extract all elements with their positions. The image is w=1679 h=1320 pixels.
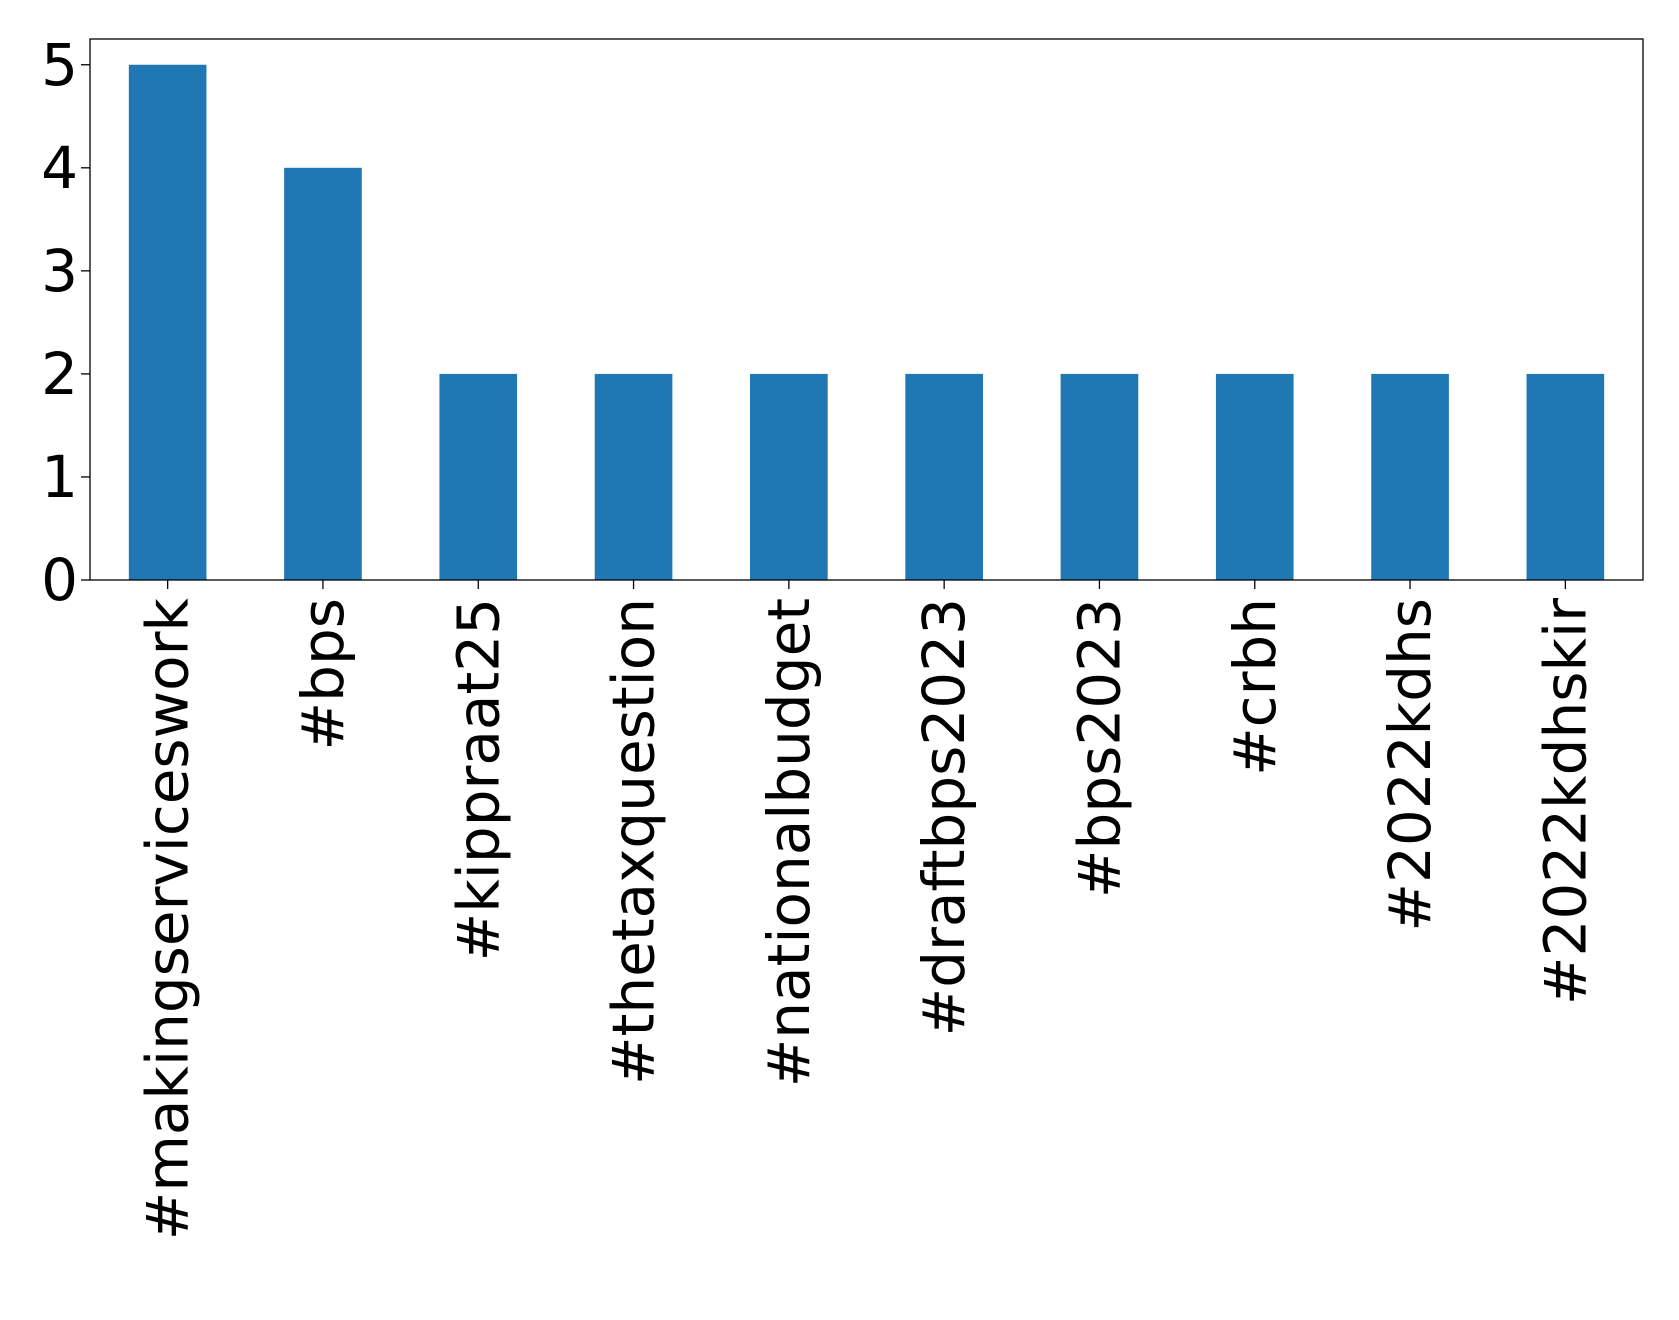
x-tick-label-2: #kippraat25: [444, 598, 512, 961]
y-axis: 0 1 2 3 4 5: [41, 31, 90, 614]
x-axis: #makingserviceswork #bps #kippraat25 #theta…: [134, 580, 1599, 1241]
bar-3: [594, 373, 673, 580]
bar-1: [284, 167, 362, 581]
y-tick-label-0: 0: [41, 546, 78, 614]
y-tick-label-3: 3: [41, 237, 78, 305]
x-tick-label-8: #2022kdhs: [1376, 598, 1444, 932]
y-tick-label-4: 4: [41, 134, 78, 202]
x-tick-label-9: #2022kdhskir: [1531, 598, 1599, 1005]
x-tick-label-4: #nationalbudget: [755, 598, 823, 1087]
bar-7: [1215, 373, 1294, 580]
bars-group: [128, 64, 1605, 581]
y-tick-label-5: 5: [41, 31, 78, 99]
bar-5: [905, 373, 983, 580]
bar-4: [750, 373, 828, 580]
bar-9: [1526, 373, 1605, 580]
bar-8: [1371, 373, 1449, 580]
bar-0: [128, 64, 207, 580]
bar-6: [1060, 373, 1139, 580]
x-tick-label-3: #thetaxquestion: [600, 598, 668, 1085]
x-tick-label-0: #makingserviceswork: [134, 598, 202, 1241]
plot-frame: [89, 38, 1644, 581]
x-tick-label-6: #bps2023: [1065, 598, 1133, 898]
x-tick-label-7: #crbh: [1221, 598, 1289, 776]
y-tick-label-2: 2: [41, 340, 78, 408]
x-tick-label-1: #bps: [289, 598, 357, 750]
bar-2: [439, 373, 518, 580]
x-tick-label-5: #draftbps2023: [910, 598, 978, 1036]
y-tick-label-1: 1: [41, 443, 78, 511]
